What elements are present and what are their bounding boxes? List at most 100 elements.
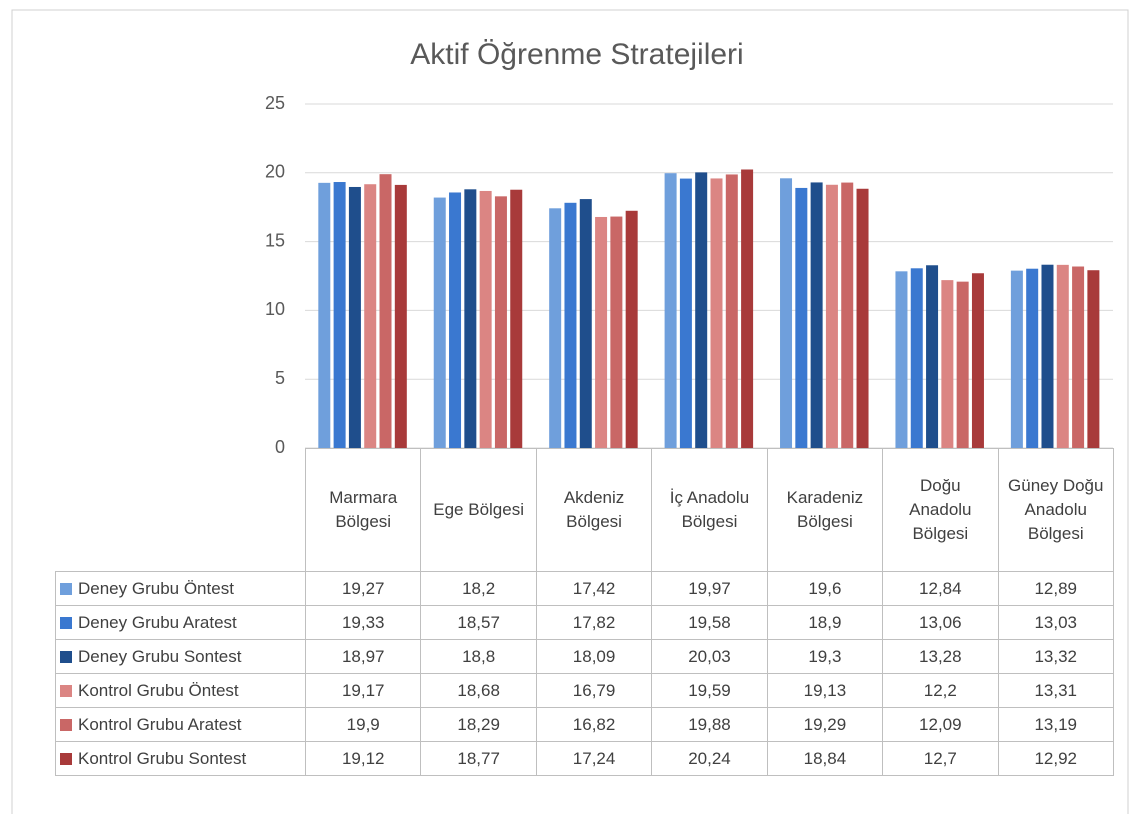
y-tick-label: 25 (265, 93, 285, 113)
legend-swatch (60, 616, 72, 629)
data-label: 12,84 (882, 571, 999, 606)
data-label: 17,82 (535, 605, 653, 640)
data-label: 13,06 (882, 605, 999, 640)
bar (510, 189, 523, 448)
data-label: 12,2 (882, 673, 999, 708)
data-label: 19,12 (304, 741, 422, 776)
bar (710, 178, 723, 449)
legend-label: Deney Grubu Sontest (78, 646, 242, 666)
data-label: 20,24 (651, 741, 768, 776)
chart-border (11, 9, 1129, 814)
data-label: 19,6 (766, 571, 884, 606)
category-label: Karadeniz Bölgesi (766, 448, 884, 572)
data-label: 19,59 (651, 673, 768, 708)
bar (433, 197, 446, 448)
series-row: Deney Grubu Aratest 19,33 18,57 17,82 19,58 1… (55, 605, 1114, 640)
data-label: 12,09 (882, 707, 999, 742)
bar (1056, 264, 1069, 448)
series-row: Kontrol Grubu Aratest 19,9 18,29 16,82 19,88… (55, 707, 1114, 742)
bar (1072, 266, 1085, 448)
series-row: Kontrol Grubu Sontest 19,12 18,77 17,24 20,2… (55, 741, 1114, 776)
series-row: Kontrol Grubu Öntest 19,17 18,68 16,79 19,59… (55, 673, 1114, 708)
bar (379, 174, 392, 448)
bar (780, 178, 793, 448)
category-label: Akdeniz Bölgesi (535, 448, 653, 572)
bar (579, 199, 592, 448)
legend-cell: Deney Grubu Sontest (55, 639, 306, 674)
bar (610, 216, 623, 448)
bar (1041, 264, 1054, 448)
blank-cell (55, 448, 306, 572)
data-label: 19,27 (304, 571, 422, 606)
bar (810, 182, 823, 448)
category-label: Marmara Bölgesi (304, 448, 422, 572)
bar (318, 182, 331, 449)
bar (956, 281, 969, 448)
data-label: 18,09 (535, 639, 653, 674)
data-label: 18,9 (766, 605, 884, 640)
bar (348, 186, 361, 449)
bar (664, 173, 677, 448)
series-row: Deney Grubu Sontest 18,97 18,8 18,09 20,03 19… (55, 639, 1114, 674)
bar (926, 265, 939, 448)
data-label: 17,24 (535, 741, 653, 776)
data-label: 19,58 (651, 605, 768, 640)
bar (971, 273, 984, 448)
data-label: 19,17 (304, 673, 422, 708)
category-label: İç Anadolu Bölgesi (651, 448, 768, 572)
category-label: Doğu Anadolu Bölgesi (882, 448, 999, 572)
bar (695, 172, 708, 448)
y-tick-label: 15 (265, 230, 285, 250)
bar (910, 268, 923, 448)
category-label: Güney Doğu Anadolu Bölgesi (997, 448, 1114, 572)
y-tick-label: 0 (275, 437, 285, 457)
data-label: 18,2 (420, 571, 537, 606)
bar (841, 182, 854, 449)
legend-cell: Kontrol Grubu Aratest (55, 707, 306, 742)
bar (333, 182, 346, 448)
legend-swatch (60, 650, 72, 663)
legend-label: Deney Grubu Öntest (78, 578, 234, 598)
data-label: 16,79 (535, 673, 653, 708)
bar (941, 280, 954, 448)
bar (364, 184, 377, 448)
bar (856, 188, 869, 448)
category-label: Ege Bölgesi (420, 448, 537, 572)
data-label: 13,19 (997, 707, 1114, 742)
data-label: 19,33 (304, 605, 422, 640)
y-tick-label: 10 (265, 299, 285, 319)
data-label: 19,88 (651, 707, 768, 742)
legend-label: Kontrol Grubu Aratest (78, 714, 242, 734)
data-label: 13,28 (882, 639, 999, 674)
bar (464, 189, 477, 448)
legend-cell: Kontrol Grubu Sontest (55, 741, 306, 776)
bar (595, 216, 608, 448)
bar (679, 178, 692, 448)
data-table: Marmara Bölgesi Ege Bölgesi Akdeniz Bölges… (55, 448, 1114, 776)
bar (494, 196, 507, 448)
bar (825, 184, 838, 449)
bar (564, 202, 577, 448)
legend-swatch (60, 582, 72, 595)
legend-label: Kontrol Grubu Öntest (78, 680, 239, 700)
data-label: 16,82 (535, 707, 653, 742)
y-tick-label: 20 (265, 162, 285, 182)
data-label: 18,57 (420, 605, 537, 640)
bar (479, 190, 492, 448)
data-label: 19,29 (766, 707, 884, 742)
bar (625, 210, 638, 448)
data-label: 19,9 (304, 707, 422, 742)
chart-title: Aktif Öğrenme Stratejileri (410, 38, 743, 71)
bar (1026, 268, 1039, 448)
legend-swatch (60, 684, 72, 697)
legend-label: Kontrol Grubu Sontest (78, 748, 247, 768)
bar (1087, 270, 1100, 448)
data-label: 19,97 (651, 571, 768, 606)
bar (449, 192, 462, 448)
data-label: 18,29 (420, 707, 537, 742)
bar (741, 169, 754, 448)
bar (394, 184, 407, 448)
bar (549, 208, 562, 448)
